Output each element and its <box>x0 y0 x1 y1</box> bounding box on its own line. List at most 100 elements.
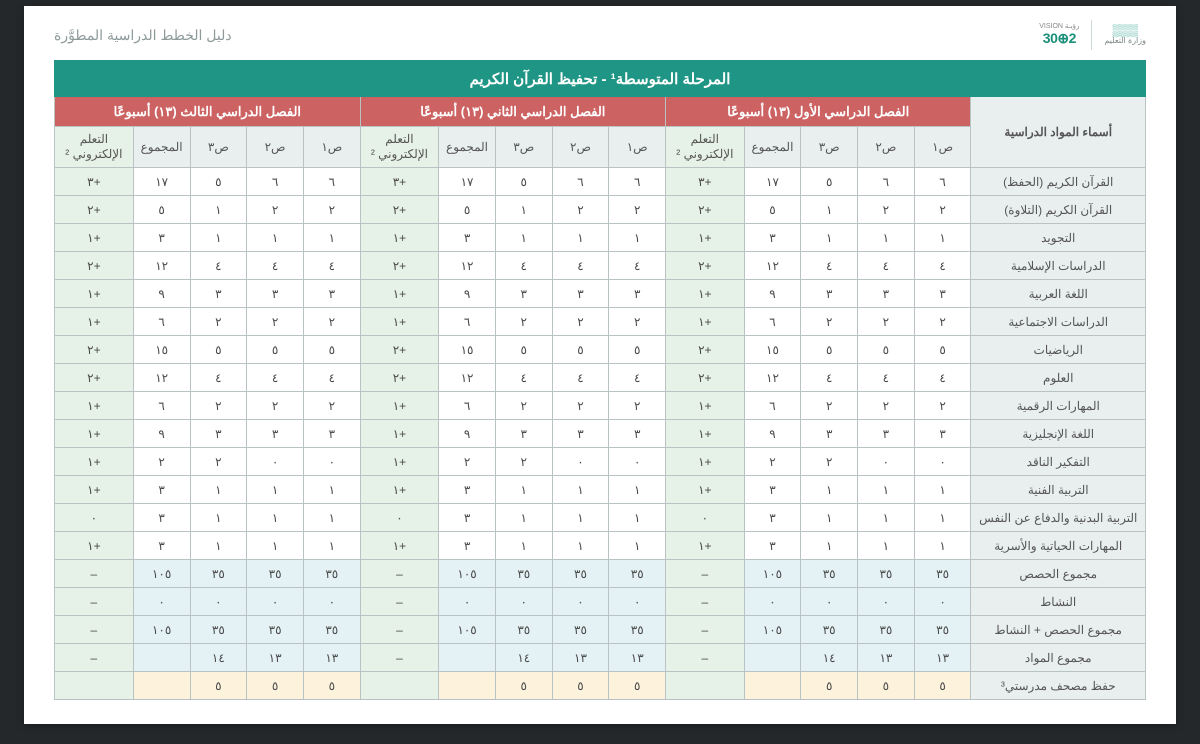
value-cell: ٤ <box>801 252 858 280</box>
value-cell: ٢ <box>801 392 858 420</box>
value-cell: ٤ <box>914 364 971 392</box>
table-row: التفكير الناقد٠٠٢٢+١٠٠٢٢+١٠٠٢٢+١ <box>55 448 1146 476</box>
value-cell: +١ <box>55 420 134 448</box>
value-cell: ٢ <box>914 392 971 420</box>
value-cell: ١ <box>495 504 552 532</box>
value-cell: ٣ <box>609 420 666 448</box>
value-cell: ٠ <box>801 588 858 616</box>
value-cell: ٣٥ <box>303 616 360 644</box>
value-cell: ٠ <box>552 588 609 616</box>
subject-cell: اللغة الإنجليزية <box>971 420 1146 448</box>
value-cell: +١ <box>666 532 745 560</box>
value-cell: ١ <box>858 224 915 252</box>
value-cell <box>133 672 190 700</box>
value-cell: ٤ <box>247 252 304 280</box>
value-cell: ١ <box>495 476 552 504</box>
value-cell: +٢ <box>55 336 134 364</box>
value-cell: ٤ <box>858 252 915 280</box>
value-cell: – <box>666 560 745 588</box>
value-cell: ٥ <box>914 336 971 364</box>
subject-cell: التربية الفنية <box>971 476 1146 504</box>
value-cell: ١ <box>914 476 971 504</box>
value-cell: ٢ <box>552 392 609 420</box>
value-cell: ٢ <box>133 448 190 476</box>
value-cell <box>439 644 496 672</box>
value-cell: ١٣ <box>914 644 971 672</box>
value-cell: ٢ <box>247 392 304 420</box>
value-cell: +٢ <box>666 364 745 392</box>
value-cell: ٢ <box>914 308 971 336</box>
value-cell: ٣ <box>303 420 360 448</box>
value-cell: ١٥ <box>439 336 496 364</box>
value-cell: ٠ <box>858 588 915 616</box>
value-cell: +١ <box>360 532 439 560</box>
value-cell: ٤ <box>190 252 247 280</box>
value-cell: ٥ <box>190 672 247 700</box>
semester-3-header: الفصل الدراسي الثالث (١٣) أسبوعًا <box>55 97 361 127</box>
value-cell: ٥ <box>609 336 666 364</box>
value-cell: ١ <box>303 504 360 532</box>
value-cell: ١ <box>247 532 304 560</box>
value-cell: ٠ <box>914 588 971 616</box>
value-cell: ٣٥ <box>495 616 552 644</box>
value-cell: ٠ <box>190 588 247 616</box>
value-cell: +١ <box>666 448 745 476</box>
value-cell: +١ <box>360 448 439 476</box>
value-cell: ٢ <box>858 196 915 224</box>
page-header: ▒▒▒ وزارة التعليم رؤيـة VISION 2⊕30 دليل… <box>54 20 1146 50</box>
value-cell: +٢ <box>360 364 439 392</box>
value-cell: ١ <box>858 476 915 504</box>
subject-cell: مجموع الحصص <box>971 560 1146 588</box>
value-cell: ٩ <box>133 420 190 448</box>
vision-logo-text: 2⊕30 <box>1043 31 1076 46</box>
table-row: مجموع الحصص٣٥٣٥٣٥١٠٥–٣٥٣٥٣٥١٠٥–٣٥٣٥٣٥١٠٥… <box>55 560 1146 588</box>
value-cell: ٤ <box>303 364 360 392</box>
value-cell: ٢ <box>247 308 304 336</box>
value-cell: ٥ <box>190 336 247 364</box>
guide-title: دليل الخطط الدراسية المطوَّرة <box>54 27 232 44</box>
value-cell <box>360 672 439 700</box>
value-cell: +١ <box>666 308 745 336</box>
subject-cell: الدراسات الإسلامية <box>971 252 1146 280</box>
value-cell: ٢ <box>190 308 247 336</box>
value-cell: ٩ <box>439 420 496 448</box>
value-cell: ٠ <box>303 588 360 616</box>
value-cell: ١ <box>858 532 915 560</box>
value-cell: +١ <box>666 224 745 252</box>
value-cell: ١ <box>801 504 858 532</box>
value-cell: ٢ <box>303 196 360 224</box>
value-cell: ١٤ <box>801 644 858 672</box>
subject-cell: حفظ مصحف مدرستي³ <box>971 672 1146 700</box>
value-cell: ٠ <box>439 588 496 616</box>
table-row: القرآن الكريم (التلاوة)٢٢١٥+٢٢٢١٥+٢٢٢١٥+… <box>55 196 1146 224</box>
value-cell: ٤ <box>609 252 666 280</box>
value-cell: ٠ <box>552 448 609 476</box>
value-cell: ١ <box>190 224 247 252</box>
value-cell: ٣ <box>744 532 801 560</box>
value-cell: +٢ <box>55 196 134 224</box>
value-cell: ١ <box>914 504 971 532</box>
value-cell: ٣٥ <box>303 560 360 588</box>
value-cell: ٠ <box>914 448 971 476</box>
value-cell: +٢ <box>360 252 439 280</box>
subhead-total: المجموع <box>133 127 190 168</box>
value-cell: ٣ <box>609 280 666 308</box>
value-cell: – <box>666 644 745 672</box>
semester-1-header: الفصل الدراسي الأول (١٣) أسبوعًا <box>666 97 971 127</box>
vision-2030-logo: رؤيـة VISION 2⊕30 <box>1039 23 1079 46</box>
value-cell: ١٣ <box>609 644 666 672</box>
value-cell: +١ <box>360 224 439 252</box>
table-row: مجموع المواد١٣١٣١٤–١٣١٣١٤–١٣١٣١٤– <box>55 644 1146 672</box>
value-cell: ٣ <box>495 420 552 448</box>
value-cell: ٥ <box>303 336 360 364</box>
value-cell: ٣ <box>744 224 801 252</box>
value-cell: ٤ <box>495 252 552 280</box>
value-cell: ١ <box>190 476 247 504</box>
value-cell: ٠ <box>303 448 360 476</box>
table-title: المرحلة المتوسطة¹ - تحفيظ القرآن الكريم <box>55 61 1146 97</box>
subhead-elearn: التعلم الإلكتروني ² <box>55 127 134 168</box>
value-cell: ٥ <box>133 196 190 224</box>
value-cell: +٢ <box>360 336 439 364</box>
value-cell: ٣ <box>439 504 496 532</box>
value-cell: ٦ <box>858 168 915 196</box>
